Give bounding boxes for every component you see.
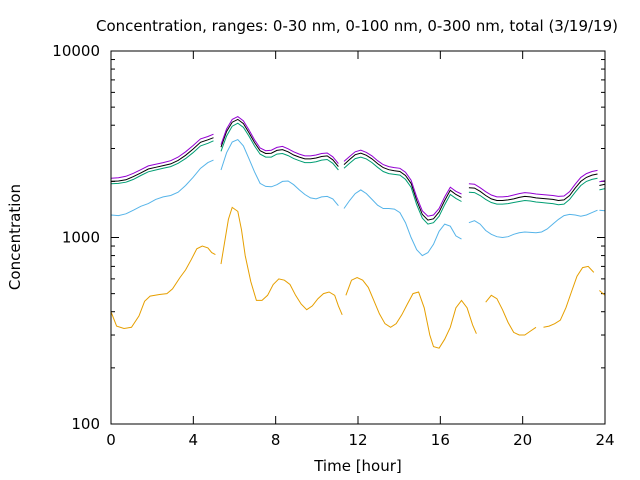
- series-5-segment-2: [220, 116, 339, 164]
- chart-title: Concentration, ranges: 0-30 nm, 0-100 nm…: [96, 17, 618, 35]
- series-3-segment-3: [343, 156, 462, 225]
- x-tick-label: 12: [348, 431, 367, 449]
- series-3-segment-2: [220, 122, 339, 171]
- series-5-segment-1: [111, 133, 214, 179]
- axis-ticks: [110, 50, 606, 425]
- y-axis-label: Concentration: [6, 184, 24, 290]
- series-5-segment-5: [599, 180, 605, 183]
- axis-tick-labels: 0 4 8 12 16 20 24 100 1000 10000: [52, 42, 614, 449]
- series-2-segment-2: [220, 138, 339, 207]
- series-2-segment-4: [468, 209, 598, 239]
- x-tick-label: 16: [431, 431, 450, 449]
- series-3-segment-1: [111, 140, 214, 185]
- series-layer: [111, 116, 605, 349]
- plot-frame: [110, 50, 606, 425]
- x-tick-label: 24: [595, 431, 614, 449]
- series-1-segment-5: [543, 265, 595, 328]
- series-1-segment-3: [345, 276, 477, 349]
- y-tick-label: 10000: [52, 42, 100, 60]
- x-tick-label: 8: [271, 431, 281, 449]
- series-5-segment-4: [468, 169, 598, 198]
- x-axis-label: Time [hour]: [313, 457, 402, 475]
- series-1-segment-2: [220, 206, 343, 315]
- series-4-segment-1: [111, 137, 214, 182]
- series-1-segment-6: [599, 290, 605, 296]
- series-4-segment-4: [468, 173, 598, 202]
- x-tick-label: 0: [106, 431, 116, 449]
- series-5-segment-3: [343, 149, 462, 217]
- series-2-segment-5: [599, 209, 605, 212]
- y-tick-label: 1000: [62, 229, 100, 247]
- series-4-segment-5: [599, 183, 605, 186]
- series-4-segment-3: [343, 152, 462, 221]
- series-2-segment-1: [111, 159, 214, 217]
- y-tick-label: 100: [71, 415, 100, 433]
- series-1-segment-1: [111, 245, 216, 330]
- series-3-segment-5: [599, 188, 605, 191]
- series-4-segment-2: [220, 118, 339, 167]
- series-2-segment-3: [343, 189, 462, 257]
- series-1-segment-4: [485, 294, 537, 336]
- x-tick-label: 4: [189, 431, 199, 449]
- series-3-segment-4: [468, 177, 598, 206]
- x-tick-label: 20: [513, 431, 532, 449]
